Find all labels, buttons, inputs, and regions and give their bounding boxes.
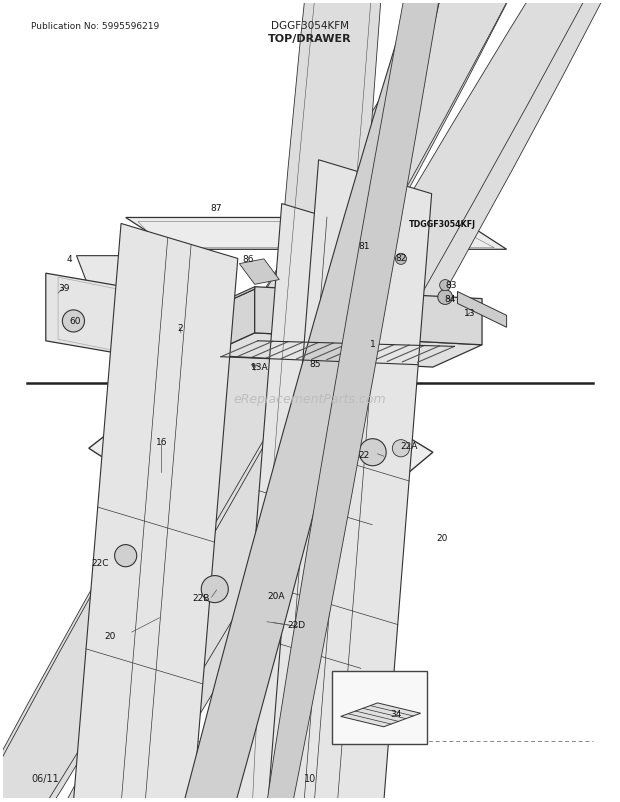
- Circle shape: [392, 440, 410, 457]
- Text: 20: 20: [105, 631, 116, 640]
- Text: 60: 60: [69, 317, 81, 326]
- Text: 81: 81: [358, 241, 370, 250]
- Text: 20: 20: [436, 533, 448, 542]
- Polygon shape: [458, 292, 507, 328]
- Circle shape: [63, 310, 84, 333]
- Text: 22A: 22A: [401, 441, 418, 450]
- Polygon shape: [46, 273, 138, 357]
- Polygon shape: [225, 205, 395, 802]
- Text: 13A: 13A: [251, 363, 268, 371]
- Text: 83: 83: [446, 281, 457, 290]
- Text: 4: 4: [66, 255, 72, 264]
- Text: 84: 84: [445, 295, 456, 304]
- Polygon shape: [262, 160, 432, 802]
- Polygon shape: [239, 260, 279, 285]
- Polygon shape: [206, 334, 482, 367]
- Text: DGGF3054KFM: DGGF3054KFM: [271, 22, 349, 31]
- Text: 10: 10: [304, 773, 316, 783]
- Text: 22D: 22D: [288, 621, 306, 630]
- Text: Publication No: 5995596219: Publication No: 5995596219: [31, 22, 159, 31]
- Text: eReplacementParts.com: eReplacementParts.com: [234, 392, 386, 405]
- Circle shape: [438, 290, 453, 305]
- Polygon shape: [63, 224, 238, 802]
- Polygon shape: [241, 0, 515, 802]
- Text: 22: 22: [358, 451, 370, 460]
- Text: 16: 16: [156, 438, 167, 447]
- Text: 13: 13: [464, 309, 476, 318]
- Circle shape: [202, 576, 228, 603]
- Circle shape: [115, 545, 137, 567]
- Polygon shape: [244, 0, 401, 802]
- Circle shape: [440, 280, 451, 291]
- Polygon shape: [255, 287, 482, 346]
- Text: 1: 1: [370, 339, 376, 348]
- Text: 39: 39: [58, 284, 70, 293]
- Polygon shape: [144, 290, 218, 371]
- Text: 34: 34: [391, 709, 402, 718]
- Polygon shape: [206, 290, 255, 356]
- Polygon shape: [126, 218, 507, 250]
- Text: 85: 85: [309, 359, 321, 368]
- Text: 22B: 22B: [192, 593, 210, 602]
- Text: 06/11: 06/11: [31, 773, 59, 783]
- Circle shape: [396, 254, 407, 265]
- Text: TOP/DRAWER: TOP/DRAWER: [268, 34, 352, 43]
- Polygon shape: [120, 350, 399, 548]
- Polygon shape: [89, 334, 433, 576]
- Polygon shape: [76, 257, 187, 304]
- Bar: [332, 671, 427, 744]
- Text: 2: 2: [177, 323, 182, 332]
- Circle shape: [359, 439, 386, 466]
- Text: 87: 87: [211, 205, 223, 213]
- Text: 20A: 20A: [267, 591, 285, 600]
- Text: 86: 86: [243, 255, 254, 264]
- Polygon shape: [206, 287, 255, 312]
- Text: 22C: 22C: [91, 558, 108, 567]
- Polygon shape: [55, 0, 461, 802]
- Polygon shape: [0, 0, 591, 802]
- Text: 82: 82: [396, 253, 407, 262]
- Polygon shape: [341, 703, 420, 727]
- Text: TDGGF3054KFJ: TDGGF3054KFJ: [409, 220, 476, 229]
